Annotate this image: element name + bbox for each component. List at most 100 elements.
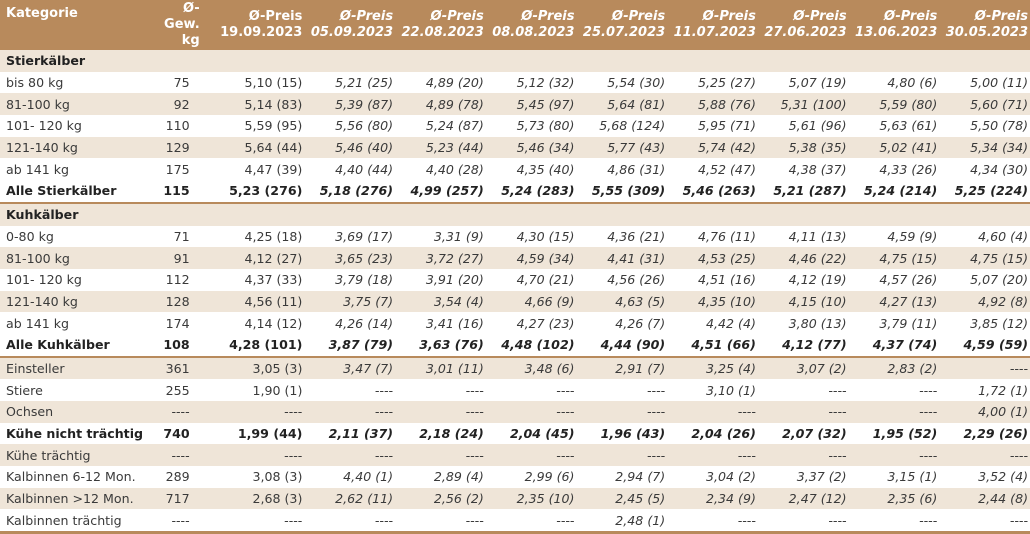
cell-preis: 4,12 (27) [213,247,305,269]
cell-preis: ---- [576,401,668,423]
table-row: Kalbinnen trächtig ---- ---- ---- ---- ---- 2,… [0,509,1030,534]
cell-preis: ---- [395,444,486,467]
cell-preis: 4,35 (40) [485,158,577,181]
cell-preis: ---- [304,509,396,534]
cell-preis: 5,45 (97) [485,93,577,116]
cell-preis: 5,46 (34) [485,136,577,159]
cell-gewicht: 174 [149,312,214,334]
cell-preis: 4,27 (23) [485,312,577,334]
cell-preis: ---- [848,444,940,467]
section-row: Kuhkälber [0,202,1030,226]
cell-preis: ---- [576,379,668,401]
cell-preis: 3,65 (23) [304,247,396,269]
cell-preis: ---- [848,401,940,423]
cell-preis: 4,52 (47) [667,158,758,181]
cell-preis: 3,10 (1) [667,379,758,401]
cell-gewicht: 71 [149,225,214,248]
table-row: Ochsen ---- ---- ---- ---- ---- ---- ---- ---- --… [0,401,1030,423]
cell-preis: 5,24 (87) [395,115,486,137]
cell-preis: 4,86 (31) [576,158,668,181]
cell-preis: 5,54 (30) [576,71,668,94]
cell-preis: 5,55 (309) [576,180,668,204]
cell-preis: ---- [757,401,849,423]
cell-preis [213,50,305,72]
cell-preis: ---- [848,379,940,401]
table-row: ab 141 kg 175 4,47 (39) 4,40 (44) 4,40 (28) 4… [0,158,1030,181]
cell-preis: 5,59 (80) [848,93,940,116]
cell-preis: 2,56 (2) [395,487,486,510]
cell-preis: 5,23 (276) [213,180,305,204]
header-preis-date: 05.09.2023 [310,25,394,40]
header-preis-date: 30.05.2023 [945,25,1028,40]
cell-preis: 5,07 (19) [757,71,849,94]
cell-preis: ---- [757,379,849,401]
cell-preis: 4,44 (90) [576,333,668,358]
header-preis-label: Ø-Preis [974,9,1028,24]
cell-preis: 2,89 (4) [395,466,486,488]
cell-preis: 5,00 (11) [939,71,1030,94]
cell-preis [667,50,758,72]
cell-preis: 2,35 (6) [848,487,940,510]
cell-preis: 3,48 (6) [485,355,577,380]
cell-preis: 5,74 (42) [667,136,758,159]
cell-preis: 3,80 (13) [757,312,849,334]
cell-preis [667,202,758,226]
header-gewicht-line1: Ø-Gew. [164,1,200,32]
cell-preis: 4,11 (13) [757,225,849,248]
cell-kategorie: 81-100 kg [0,247,150,269]
cell-gewicht: 361 [149,355,214,380]
cell-preis: 4,59 (34) [485,247,577,269]
cell-kategorie: 81-100 kg [0,93,150,116]
cell-preis: 2,34 (9) [667,487,758,510]
cell-kategorie: 101- 120 kg [0,268,150,291]
cell-preis: 4,30 (15) [485,225,577,248]
cell-preis: 4,34 (30) [939,158,1030,181]
table-row: Kühe nicht trächtig 740 1,99 (44) 2,11 (37)… [0,422,1030,445]
cell-kategorie: Kalbinnen >12 Mon. [0,487,150,510]
header-preis-4: Ø-Preis 25.07.2023 [576,0,668,50]
cell-preis: 4,59 (59) [939,333,1030,358]
cell-preis: ---- [485,444,577,467]
cell-preis: 4,66 (9) [485,290,577,313]
cell-kategorie: Kalbinnen trächtig [0,509,150,534]
cell-preis: 4,70 (21) [485,268,577,291]
cell-preis: 3,52 (4) [939,466,1030,488]
cell-preis: ---- [757,444,849,467]
table-row: 81-100 kg 91 4,12 (27) 3,65 (23) 3,72 (27) 4,… [0,247,1030,269]
header-preis-label: Ø-Preis [248,9,303,24]
cell-preis: 5,63 (61) [848,115,940,137]
cell-preis [939,50,1030,72]
header-preis-2: Ø-Preis 22.08.2023 [395,0,486,50]
header-preis-label: Ø-Preis [793,9,847,24]
cell-preis: ---- [213,444,305,467]
header-preis-date: 08.08.2023 [492,25,575,40]
table-row: Kalbinnen >12 Mon. 717 2,68 (3) 2,62 (11) 2,… [0,487,1030,510]
cell-preis: 2,44 (8) [939,487,1030,510]
cell-preis: 4,38 (37) [757,158,849,181]
header-preis-date: 25.07.2023 [582,25,666,40]
cell-preis: 3,08 (3) [213,466,305,488]
cell-gewicht: 91 [149,247,214,269]
cell-preis: ---- [485,509,577,534]
cell-preis: 5,64 (44) [213,136,305,159]
header-gewicht: Ø-Gew. kg [149,0,214,50]
table-row: 121-140 kg 129 5,64 (44) 5,46 (40) 5,23 (44)… [0,136,1030,159]
cell-preis [939,202,1030,226]
cell-preis: 5,07 (20) [939,268,1030,291]
cell-kategorie: Kuhkälber [0,202,150,226]
cell-preis: 5,46 (40) [304,136,396,159]
cell-preis: 3,05 (3) [213,355,305,380]
cell-gewicht: 108 [149,333,214,358]
cell-kategorie: Stierkälber [0,50,150,72]
cell-preis: 5,56 (80) [304,115,396,137]
table-header-row: Kategorie Ø-Gew. kg Ø-Preis 19.09.2023 Ø-P… [0,0,1030,50]
cell-preis [304,50,396,72]
cell-preis: 5,18 (276) [304,180,396,204]
cell-preis: 4,59 (9) [848,225,940,248]
header-preis-3: Ø-Preis 08.08.2023 [485,0,577,50]
cell-preis: 5,12 (32) [485,71,577,94]
cell-gewicht: 115 [149,180,214,204]
cell-preis: ---- [757,509,849,534]
cell-preis: 3,04 (2) [667,466,758,488]
table-row: Stiere 255 1,90 (1) ---- ---- ---- ---- 3,10 (1… [0,379,1030,401]
